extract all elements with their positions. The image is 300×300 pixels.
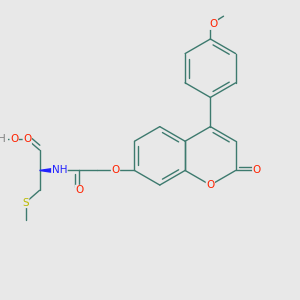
Text: O: O xyxy=(253,165,261,176)
Text: O: O xyxy=(209,20,218,29)
Text: H: H xyxy=(0,134,6,145)
Text: NH: NH xyxy=(52,165,67,176)
Text: O: O xyxy=(111,165,120,176)
Polygon shape xyxy=(40,167,59,173)
Text: O: O xyxy=(23,134,32,145)
Text: O: O xyxy=(75,185,83,195)
Text: S: S xyxy=(22,198,29,208)
Text: O: O xyxy=(10,134,18,145)
Text: O: O xyxy=(206,180,214,190)
